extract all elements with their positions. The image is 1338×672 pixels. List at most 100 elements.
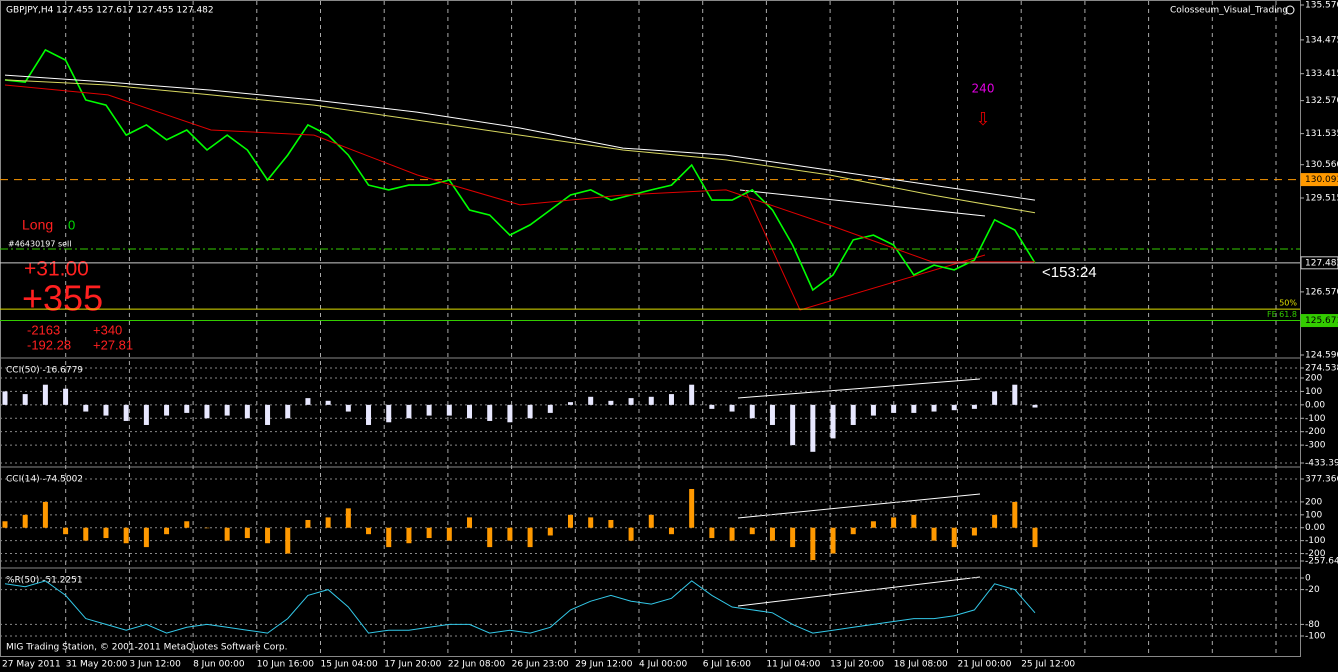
x-tick-label: 21 Jul 00:00 xyxy=(958,660,1012,670)
histogram-bar xyxy=(83,404,89,412)
histogram-bar xyxy=(386,527,392,548)
x-tick-label: 6 Jul 16:00 xyxy=(703,660,752,670)
histogram-bar xyxy=(769,404,775,425)
histogram-bar xyxy=(971,404,977,409)
y-tick-label: -100 xyxy=(1305,536,1326,546)
histogram-bar xyxy=(850,404,856,425)
histogram-bar xyxy=(951,404,957,411)
histogram-bar xyxy=(386,404,392,423)
trade-count: 0 xyxy=(68,217,75,232)
histogram-bar xyxy=(487,404,493,421)
y-tick-label: 126.570 xyxy=(1305,287,1338,297)
histogram-bar xyxy=(143,404,149,425)
histogram-bar xyxy=(224,404,230,416)
histogram-bar xyxy=(1032,404,1038,408)
x-tick-label: 3 Jun 12:00 xyxy=(129,660,181,670)
histogram-bar xyxy=(729,404,735,412)
y-tick-label: 100 xyxy=(1305,387,1322,397)
histogram-bar xyxy=(406,527,412,544)
x-tick-label: 13 Jul 20:00 xyxy=(830,660,884,670)
trend-line xyxy=(739,189,986,217)
histogram-bar xyxy=(830,404,836,439)
y-tick-label: 200 xyxy=(1305,374,1322,384)
histogram-bar xyxy=(870,404,876,416)
level-tag: FE 61.8 xyxy=(1267,310,1297,319)
frame xyxy=(0,0,1301,657)
histogram-bar xyxy=(265,404,271,425)
histogram-bar xyxy=(911,404,917,413)
histogram-bar xyxy=(891,517,897,528)
time-grid xyxy=(65,1,1277,656)
histogram-bar xyxy=(931,527,937,541)
histogram-bar xyxy=(366,404,372,425)
y-tick-label: 129.515 xyxy=(1305,194,1338,204)
histogram-bar xyxy=(42,501,48,528)
histogram-bar xyxy=(648,396,654,405)
x-tick-label: 25 Jul 12:00 xyxy=(1021,660,1075,670)
trend-line xyxy=(737,378,981,399)
histogram-bar xyxy=(709,527,715,539)
y-tick-label: 377.366 xyxy=(1305,475,1338,485)
trade-direction: Long xyxy=(22,217,53,233)
histogram-bar xyxy=(244,404,250,419)
histogram-bar xyxy=(22,394,28,405)
indicator-label: CCI(50) -16.6779 xyxy=(6,366,83,376)
histogram-bar xyxy=(911,514,917,528)
histogram-bar xyxy=(992,391,998,405)
histogram-bar xyxy=(547,527,553,536)
zigzag-line xyxy=(744,189,986,311)
histogram-bar xyxy=(345,508,351,528)
histogram-bar xyxy=(244,527,250,539)
y-tick-label: -80 xyxy=(1305,620,1320,630)
histogram-bar xyxy=(749,527,755,535)
bar-timer: <153:24 xyxy=(1042,264,1097,281)
histogram-bar xyxy=(103,404,109,416)
histogram-bar xyxy=(588,396,594,405)
histogram-bar xyxy=(588,517,594,528)
series-line xyxy=(4,74,1036,201)
histogram-bar xyxy=(164,404,170,416)
y-tick-label: -433.392 xyxy=(1305,459,1338,469)
histogram-bar xyxy=(689,488,695,528)
trade-ticket: #46430197 sell xyxy=(8,240,72,249)
x-tick-label: 26 Jun 23:00 xyxy=(512,660,569,670)
histogram-bar xyxy=(608,400,614,405)
histogram-bar xyxy=(790,404,796,446)
trade-stat: -2163 xyxy=(27,322,60,337)
histogram-bar xyxy=(143,527,149,548)
histogram-bar xyxy=(709,404,715,409)
histogram-bar xyxy=(951,527,957,548)
histogram-bar xyxy=(487,527,493,548)
y-tick-label: 200 xyxy=(1305,497,1322,507)
histogram-bar xyxy=(527,404,533,419)
price-label: 127.482 xyxy=(1305,258,1338,268)
indicator-icon xyxy=(1285,5,1295,15)
histogram-bar xyxy=(184,521,190,528)
histogram-bar xyxy=(204,527,210,529)
y-tick-label: 0.00 xyxy=(1305,400,1325,410)
histogram-bar xyxy=(729,527,735,541)
histogram-bar xyxy=(507,527,513,541)
trade-pips: +355 xyxy=(22,278,103,319)
histogram-bar xyxy=(285,527,291,554)
price-label-box xyxy=(1300,173,1338,187)
y-tick-label: 100 xyxy=(1305,510,1322,520)
histogram-bar xyxy=(426,404,432,416)
histogram-bar xyxy=(83,527,89,541)
histogram-bar xyxy=(668,527,674,535)
histogram-bar xyxy=(63,527,69,535)
price-label-box xyxy=(1300,256,1338,270)
histogram-bar xyxy=(2,521,8,528)
histogram-bar xyxy=(668,394,674,405)
signal-arrow: ⇩ xyxy=(975,109,990,130)
series-line xyxy=(4,79,1036,214)
price-label-box xyxy=(1300,314,1338,328)
histogram-bar xyxy=(507,404,513,423)
y-tick-label: 135.570 xyxy=(1305,1,1338,11)
histogram-bar xyxy=(547,404,553,413)
histogram-bar xyxy=(850,527,856,535)
histogram-bar xyxy=(123,404,129,421)
histogram-bar xyxy=(628,398,634,405)
y-tick-label: 124.590 xyxy=(1305,351,1338,361)
